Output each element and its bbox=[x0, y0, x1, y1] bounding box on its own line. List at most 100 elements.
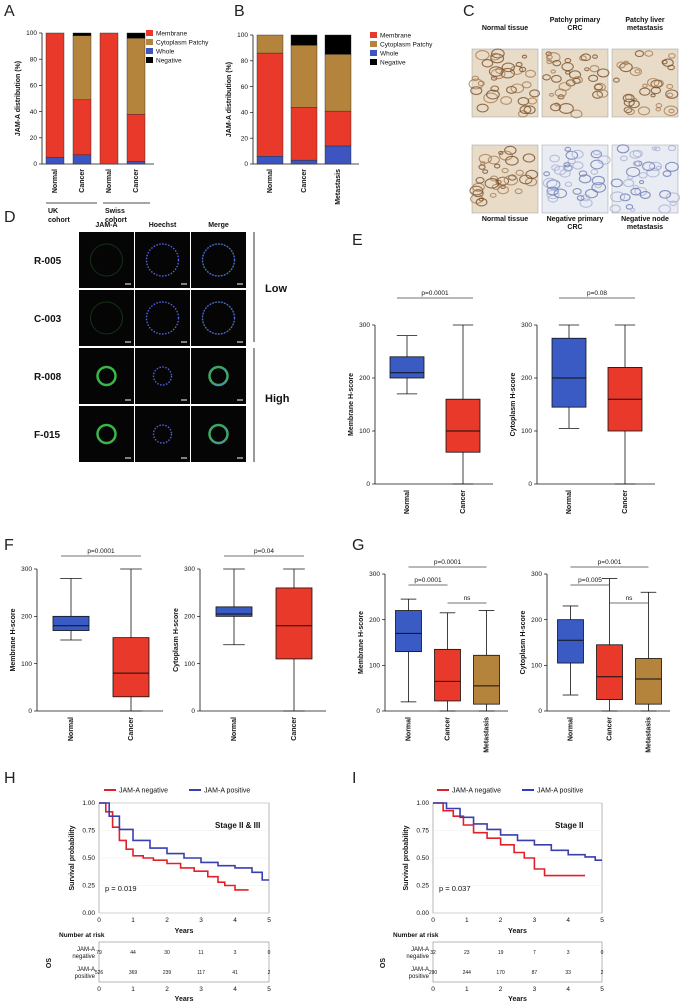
y-tick-label: 0 bbox=[28, 708, 32, 715]
micrograph-caption-bottom: Normal tissue bbox=[482, 216, 528, 223]
tissue-structure bbox=[580, 53, 592, 62]
tissue-structure bbox=[478, 164, 486, 170]
tissue-structure bbox=[666, 92, 674, 98]
x-tick-label: 1 bbox=[465, 917, 469, 924]
risk-row-label: JAM-A bbox=[411, 947, 429, 953]
bar-segment-whole bbox=[256, 156, 284, 165]
legend-label-positive: JAM-A positive bbox=[537, 788, 583, 795]
x-category-label: Cancer bbox=[301, 169, 308, 193]
tissue-structure bbox=[588, 74, 599, 83]
legend-item: Negative bbox=[156, 58, 182, 65]
legend-swatch-negative bbox=[370, 59, 377, 65]
tissue-structure bbox=[506, 85, 517, 94]
legend-item: Membrane bbox=[156, 31, 187, 38]
tissue-structure bbox=[589, 65, 600, 73]
y-tick-label: 0.50 bbox=[416, 855, 429, 862]
x-tick-label: 3 bbox=[199, 986, 203, 993]
risk-value: 11 bbox=[198, 950, 203, 956]
legend-swatch-cytoplasm bbox=[370, 41, 377, 47]
y-tick-label: 0 bbox=[366, 481, 370, 488]
micrograph-caption-bottom: metastasis bbox=[627, 224, 663, 231]
nuclei-signal bbox=[208, 366, 229, 386]
nuclei-signal bbox=[145, 243, 180, 277]
x-category-label: Cancer bbox=[128, 717, 135, 741]
micrograph-tile bbox=[611, 48, 679, 118]
tissue-structure bbox=[546, 179, 561, 190]
micrograph-caption-top: Normal tissue bbox=[482, 25, 528, 32]
y-tick-label: 300 bbox=[531, 571, 542, 578]
legend-b: Membrane Cytoplasm Patchy Whole Negative bbox=[370, 32, 433, 67]
x-category-label: Cancer bbox=[133, 169, 140, 193]
box bbox=[557, 619, 584, 664]
p-value-label: p=0.0001 bbox=[421, 290, 449, 297]
tissue-structure bbox=[490, 52, 501, 61]
jam-a-signal bbox=[96, 365, 117, 387]
x-category-label: Cancer bbox=[445, 717, 452, 741]
box bbox=[215, 606, 253, 617]
risk-value: 33 bbox=[565, 970, 571, 976]
tissue-structure bbox=[630, 187, 642, 196]
y-tick-label: 0 bbox=[538, 708, 542, 715]
x-tick-label: 4 bbox=[566, 986, 570, 993]
fluorescence-tile bbox=[79, 290, 134, 346]
p-value-label: ns bbox=[626, 595, 634, 602]
nuclei-signal bbox=[201, 301, 236, 335]
legend-swatch-membrane bbox=[370, 32, 377, 38]
x-category-label: Normal bbox=[566, 490, 573, 514]
tissue-structure bbox=[514, 188, 523, 195]
x-category-label: Normal bbox=[568, 717, 575, 741]
fluorescence-tile bbox=[135, 406, 190, 462]
tissue-structure bbox=[552, 59, 562, 67]
bar-segment-cytoplasm-patchy bbox=[324, 54, 352, 112]
micrograph-caption-bottom: CRC bbox=[567, 224, 582, 231]
tissue-structure bbox=[550, 103, 562, 112]
micrograph-caption-top: Patchy primary bbox=[550, 17, 601, 24]
tissue-structure bbox=[584, 188, 599, 199]
risk-value: 170 bbox=[496, 970, 505, 976]
tissue-structure bbox=[517, 97, 530, 106]
nuclei-signal bbox=[152, 424, 173, 444]
tissue-structure bbox=[625, 204, 634, 210]
y-tick-label: 0.50 bbox=[82, 855, 95, 862]
tissue-structure bbox=[565, 70, 571, 75]
tissue-structure bbox=[515, 169, 524, 176]
nuclei-signal bbox=[145, 301, 180, 335]
survival-curve-negative bbox=[433, 802, 586, 877]
y-axis-title: Survival probability bbox=[69, 825, 76, 890]
box bbox=[395, 610, 422, 653]
y-tick-label: 0 bbox=[528, 481, 532, 488]
box bbox=[52, 615, 90, 631]
x-tick-label: 5 bbox=[600, 986, 604, 993]
tissue-structure bbox=[570, 109, 583, 119]
tissue-structure bbox=[493, 163, 501, 169]
tissue-structure bbox=[594, 182, 603, 189]
fluorescence-tile bbox=[135, 232, 190, 288]
tissue-structure bbox=[572, 161, 584, 170]
p-value-label: p = 0.037 bbox=[439, 884, 471, 893]
tissue-structure bbox=[522, 153, 536, 163]
tissue-structure bbox=[551, 164, 561, 171]
panel-label-g: G bbox=[352, 537, 364, 554]
jam-a-signal bbox=[90, 301, 123, 335]
sample-label: R-008 bbox=[34, 372, 62, 383]
tissue-structure bbox=[584, 67, 590, 72]
risk-value: 2 bbox=[601, 970, 604, 976]
x-axis-title: Years bbox=[508, 996, 527, 1003]
tissue-structure bbox=[639, 87, 651, 96]
p-value-label: p=0.0001 bbox=[414, 577, 442, 584]
fluorescence-tile bbox=[135, 348, 190, 404]
tissue-structure bbox=[663, 105, 679, 117]
x-tick-label: 2 bbox=[499, 917, 503, 924]
micrograph-tile bbox=[611, 144, 679, 214]
bar-segment-membrane bbox=[256, 52, 284, 157]
tissue-structure bbox=[610, 191, 626, 203]
tissue-structure bbox=[580, 194, 591, 202]
x-tick-label: 1 bbox=[131, 986, 135, 993]
risk-value: 0 bbox=[601, 950, 604, 956]
sample-label: C-003 bbox=[34, 314, 62, 325]
bar-segment-cytoplasm-patchy bbox=[126, 38, 146, 115]
risk-value: 2 bbox=[268, 970, 271, 976]
risk-table-side-label: OS bbox=[380, 958, 387, 968]
tissue-structure bbox=[576, 195, 585, 201]
risk-value: 244 bbox=[463, 970, 472, 976]
